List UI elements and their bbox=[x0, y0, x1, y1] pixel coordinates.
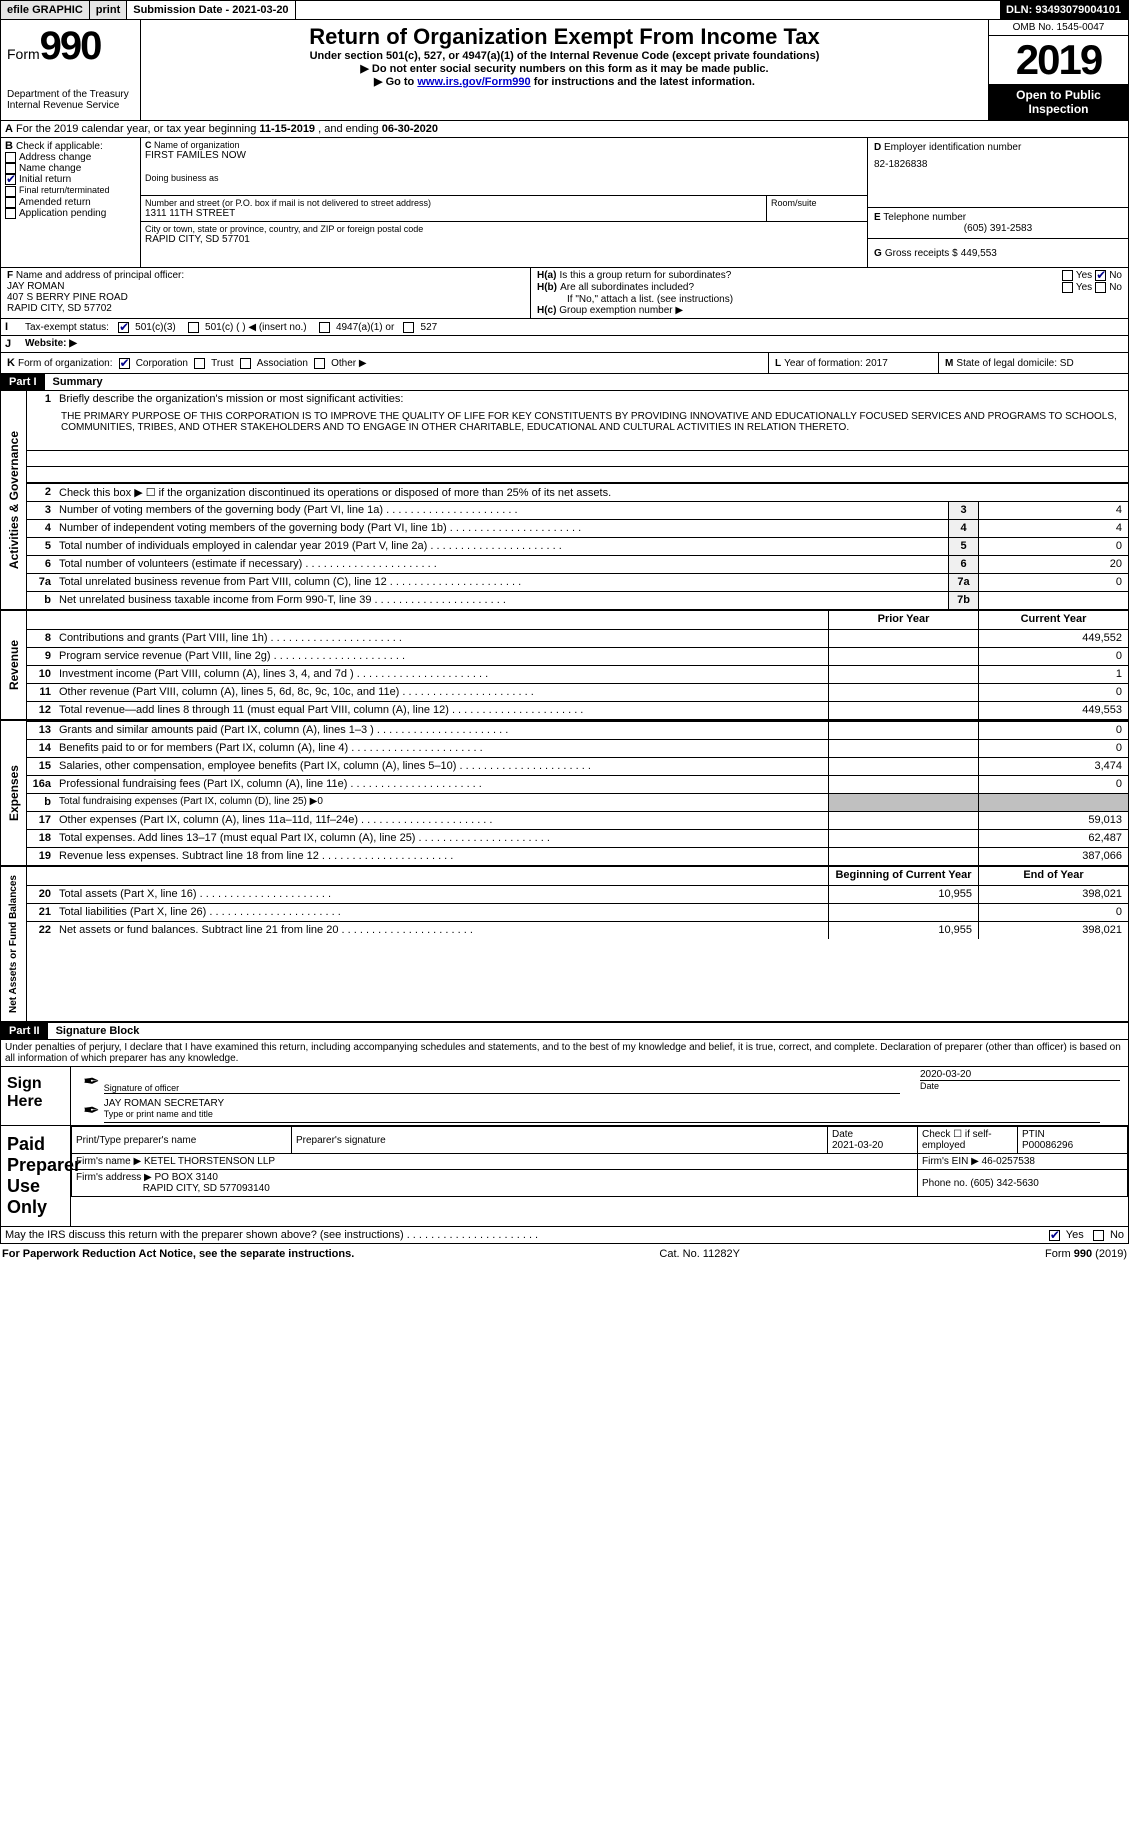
chk-initial-return[interactable] bbox=[5, 174, 16, 185]
year-block: OMB No. 1545-0047 2019 Open to PublicIns… bbox=[988, 20, 1128, 120]
sign-here-block: Sign Here ✒ Signature of officer 2020-03… bbox=[0, 1067, 1129, 1126]
chk-corp[interactable] bbox=[119, 358, 130, 369]
chk-app-pending[interactable] bbox=[5, 208, 16, 219]
chk-other[interactable] bbox=[314, 358, 325, 369]
box-m: M State of legal domicile: SD bbox=[938, 353, 1128, 373]
chk-trust[interactable] bbox=[194, 358, 205, 369]
chk-discuss-yes[interactable] bbox=[1049, 1230, 1060, 1241]
part2-header: Part II Signature Block bbox=[0, 1023, 1129, 1040]
pen-icon: ✒ bbox=[79, 1098, 104, 1123]
box-f: F Name and address of principal officer:… bbox=[1, 268, 531, 318]
jurat: Under penalties of perjury, I declare th… bbox=[0, 1040, 1129, 1067]
box-i: I Tax-exempt status: 501(c)(3) 501(c) ( … bbox=[0, 319, 1129, 336]
chk-assoc[interactable] bbox=[240, 358, 251, 369]
chk-527[interactable] bbox=[403, 322, 414, 333]
box-l: L Year of formation: 2017 bbox=[768, 353, 938, 373]
section-expenses: Expenses 13Grants and similar amounts pa… bbox=[0, 721, 1129, 867]
efile-button[interactable]: efile GRAPHIC bbox=[1, 1, 90, 19]
dln-display: DLN: 93493079004101 bbox=[1000, 1, 1128, 19]
box-b: B Check if applicable: Address change Na… bbox=[1, 138, 141, 267]
chk-amended[interactable] bbox=[5, 197, 16, 208]
paid-preparer-block: Paid Preparer Use Only Print/Type prepar… bbox=[0, 1126, 1129, 1227]
submission-date: Submission Date - 2021-03-20 bbox=[127, 1, 295, 19]
section-netassets: Net Assets or Fund Balances Beginning of… bbox=[0, 867, 1129, 1023]
page-footer: For Paperwork Reduction Act Notice, see … bbox=[0, 1244, 1129, 1264]
print-button[interactable]: print bbox=[90, 1, 127, 19]
chk-hb-no[interactable] bbox=[1095, 282, 1106, 293]
chk-final-return[interactable] bbox=[5, 186, 16, 197]
top-toolbar: efile GRAPHIC print Submission Date - 20… bbox=[0, 0, 1129, 20]
box-h: H(a) Is this a group return for subordin… bbox=[531, 268, 1128, 318]
chk-ha-no[interactable] bbox=[1095, 270, 1106, 281]
irs-link[interactable]: www.irs.gov/Form990 bbox=[417, 76, 530, 88]
box-j: J Website: ▶ bbox=[0, 336, 1129, 353]
discuss-row: May the IRS discuss this return with the… bbox=[0, 1227, 1129, 1244]
pen-icon: ✒ bbox=[79, 1069, 104, 1094]
chk-501c3[interactable] bbox=[118, 322, 129, 333]
part1-header: Part I Summary bbox=[0, 374, 1129, 391]
box-k: K Form of organization: Corporation Trus… bbox=[1, 353, 768, 373]
chk-discuss-no[interactable] bbox=[1093, 1230, 1104, 1241]
section-ag: Activities & Governance 1Briefly describ… bbox=[0, 391, 1129, 611]
form-title-block: Return of Organization Exempt From Incom… bbox=[141, 20, 988, 120]
chk-address-change[interactable] bbox=[5, 152, 16, 163]
box-deg: D Employer identification number 82-1826… bbox=[868, 138, 1128, 267]
form-id-block: Form990 Department of the Treasury Inter… bbox=[1, 20, 141, 120]
box-c: C Name of organization FIRST FAMILES NOW… bbox=[141, 138, 868, 267]
section-revenue: Revenue Prior Year Current Year 8Contrib… bbox=[0, 611, 1129, 721]
period-row: A For the 2019 calendar year, or tax yea… bbox=[0, 121, 1129, 138]
chk-4947[interactable] bbox=[319, 322, 330, 333]
chk-501c[interactable] bbox=[188, 322, 199, 333]
chk-hb-yes[interactable] bbox=[1062, 282, 1073, 293]
chk-ha-yes[interactable] bbox=[1062, 270, 1073, 281]
